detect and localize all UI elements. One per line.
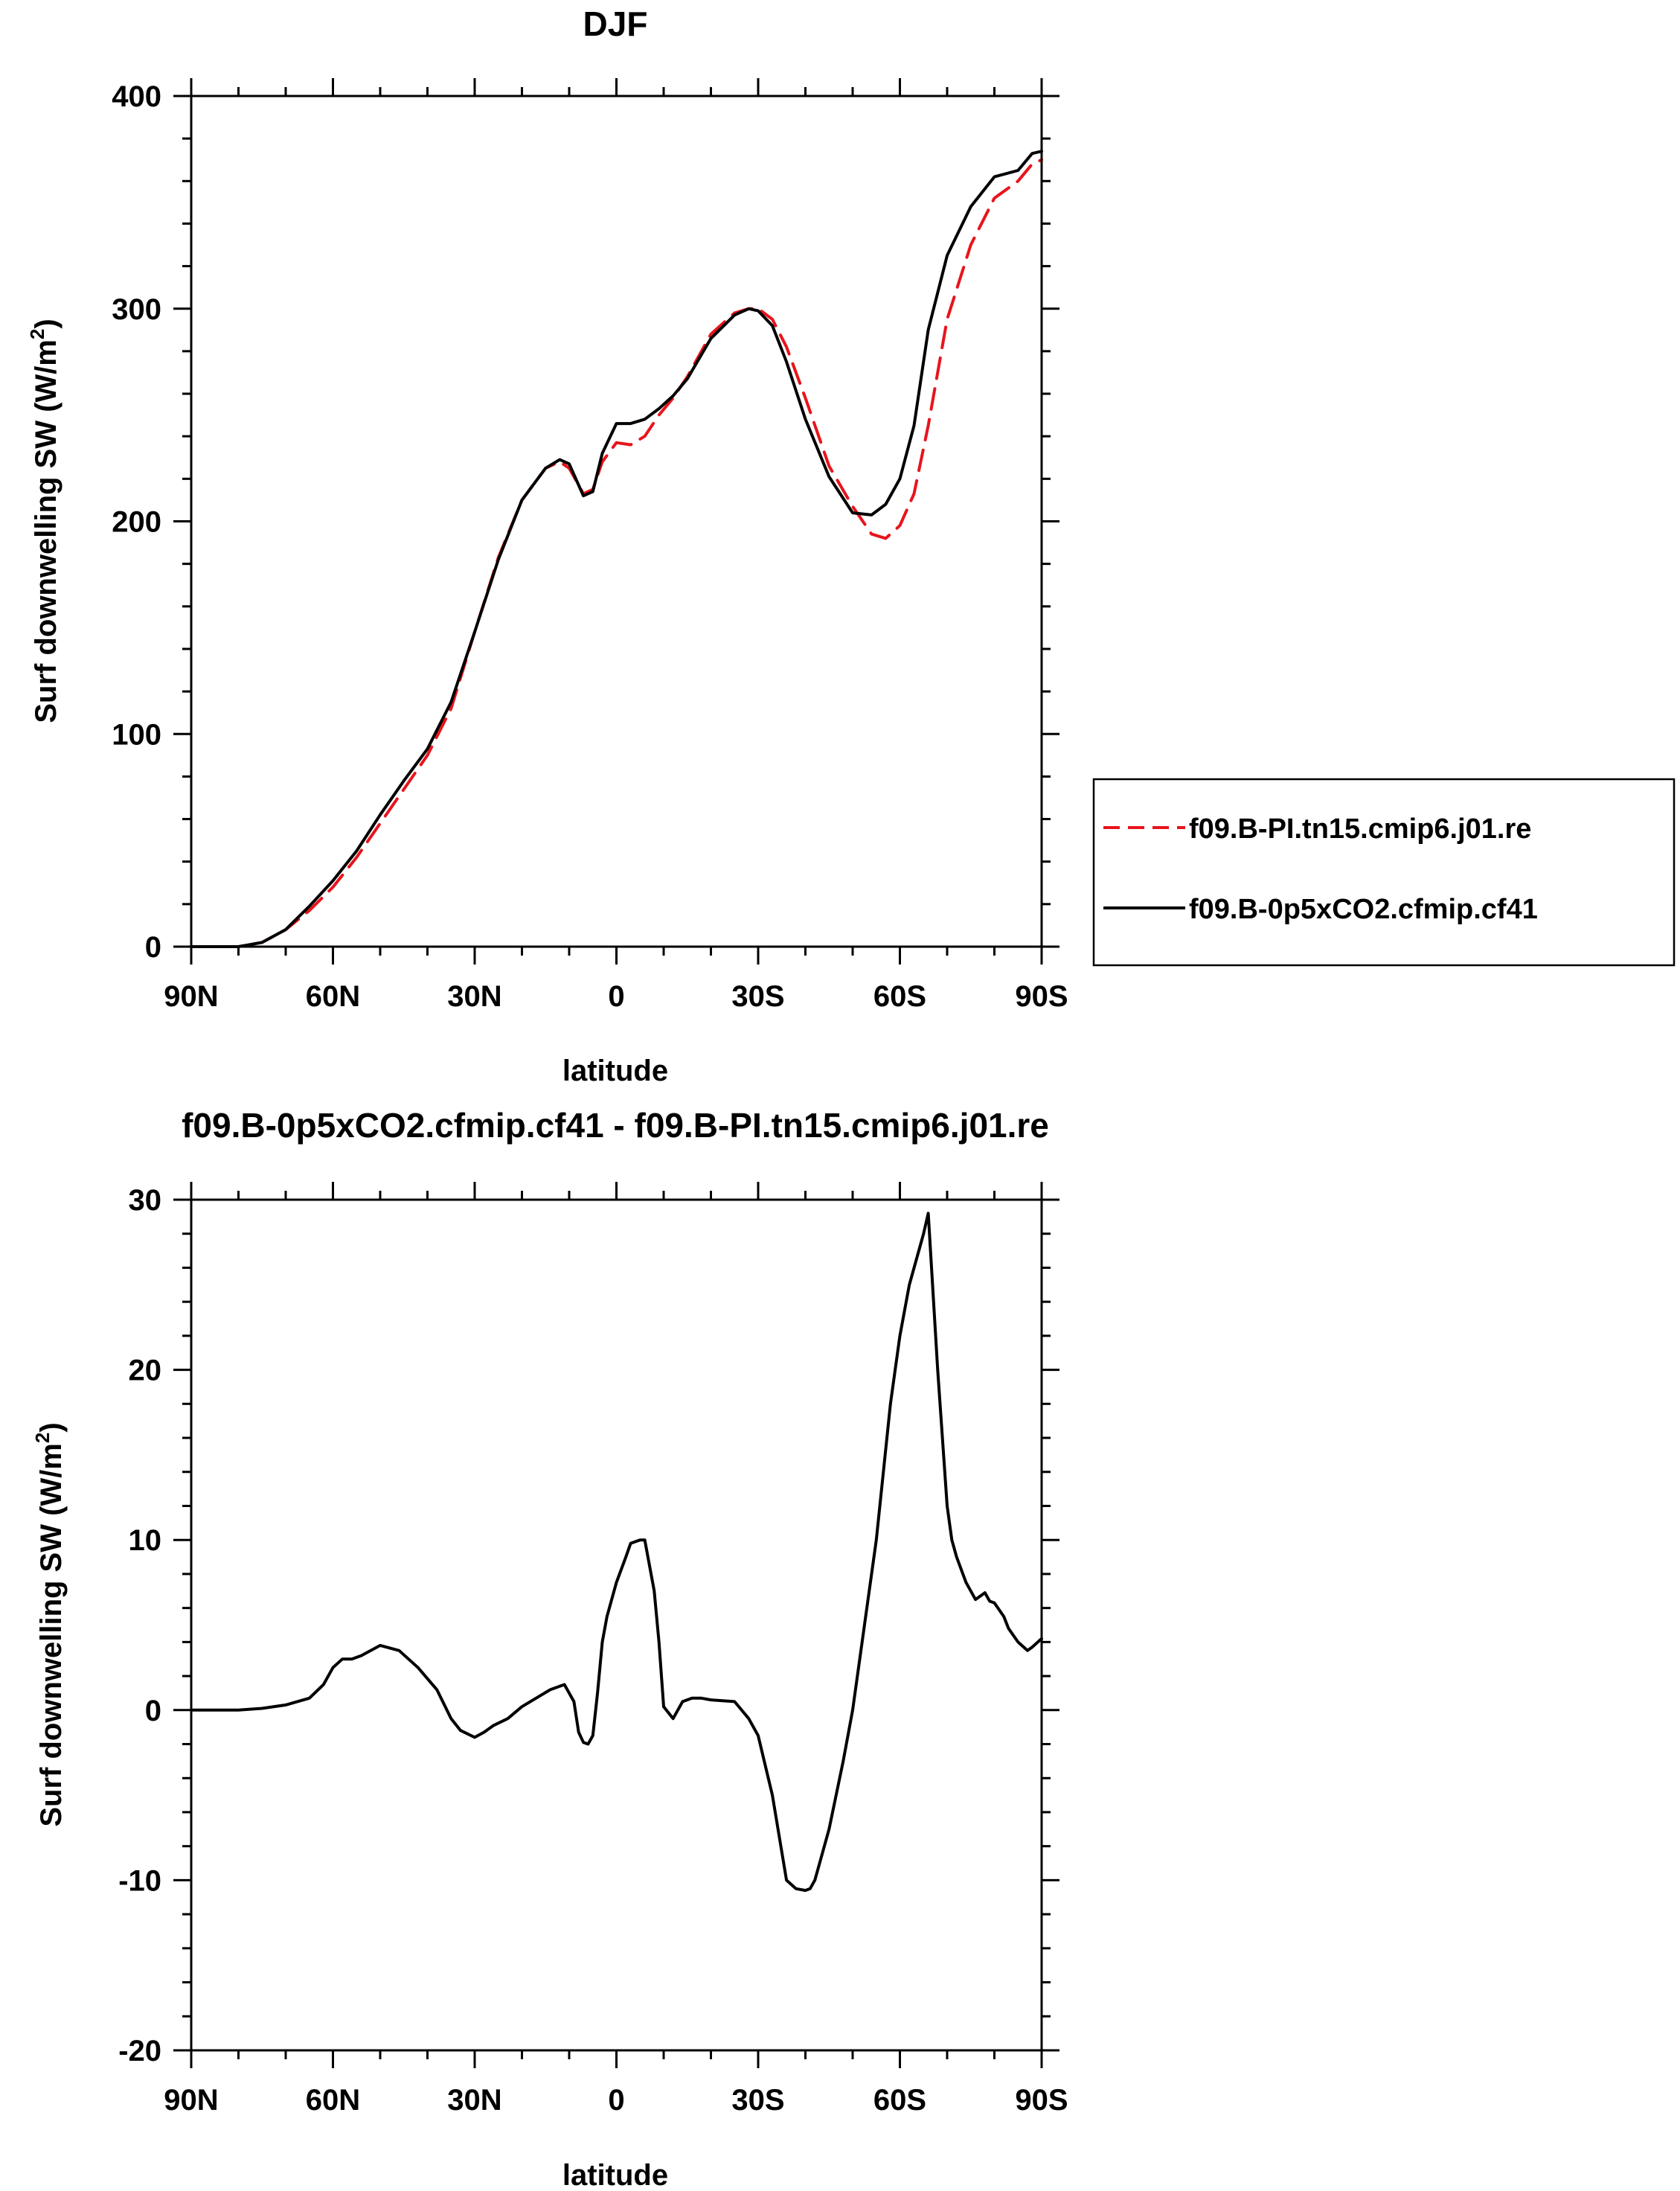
top-chart-y-axis-title: Surf downwelling SW (W/m2): [26, 319, 62, 723]
y-tick-label: 400: [112, 80, 161, 113]
top-chart-title: DJF: [583, 4, 648, 43]
y-tick-label: 0: [145, 931, 161, 964]
y-tick-label: 300: [112, 293, 161, 326]
top-chart-y-axis-title-suffix: ): [30, 319, 62, 328]
bottom-chart-frame: [190, 1198, 1043, 2052]
x-tick-label: 90N: [164, 2084, 218, 2117]
legend-label-pi: f09.B-PI.tn15.cmip6.j01.re: [1189, 813, 1531, 845]
x-tick-label: 90S: [1015, 980, 1068, 1013]
top-chart-x-tick-labels: 90N 60N 30N 0 30S 60S 90S: [164, 980, 1068, 1013]
top-chart-frame: [190, 95, 1043, 948]
bottom-chart-x-tick-labels: 90N 60N 30N 0 30S 60S 90S: [164, 2084, 1068, 2117]
legend: f09.B-PI.tn15.cmip6.j01.re f09.B-0p5xCO2…: [1092, 778, 1676, 967]
top-chart-ticks: [173, 78, 1059, 965]
x-tick-label: 60N: [306, 2084, 360, 2117]
top-chart-x-axis-title: latitude: [562, 1055, 668, 1087]
bottom-chart-y-axis-title-superscript: 2: [31, 1433, 54, 1443]
x-tick-label: 30N: [447, 980, 501, 1013]
top-chart-y-axis-title-main: Surf downwelling SW (W/m: [30, 339, 62, 723]
y-tick-label: 0: [145, 1695, 161, 1727]
bottom-chart-x-axis-title: latitude: [562, 2159, 668, 2191]
bottom-chart-y-tick-labels: -20 -10 0 10 20 30: [118, 1184, 161, 2067]
x-tick-label: 60S: [873, 980, 926, 1013]
x-tick-label: 30S: [731, 2084, 784, 2117]
top-chart: DJF 90N 60N 30N 0 30S 60S 90S 0 100 200 300 400 la…: [26, 4, 1676, 1087]
y-tick-label: 100: [112, 718, 161, 751]
y-tick-label: 10: [129, 1524, 162, 1557]
bottom-chart: f09.B-0p5xCO2.cfmip.cf41 - f09.B-PI.tn15…: [31, 1106, 1068, 2191]
legend-box: [1092, 778, 1676, 967]
series-line-b: [190, 150, 1043, 948]
legend-label-0p5xco2: f09.B-0p5xCO2.cfmip.cf41: [1189, 894, 1538, 925]
y-tick-label: -10: [118, 1864, 161, 1897]
top-chart-y-tick-labels: 0 100 200 300 400: [112, 80, 161, 964]
bottom-chart-y-axis-title-suffix: ): [35, 1422, 68, 1432]
x-tick-label: 60S: [873, 2084, 926, 2117]
y-tick-label: 30: [129, 1184, 162, 1217]
bottom-chart-ticks: [173, 1182, 1059, 2068]
top-chart-y-axis-title-superscript: 2: [26, 329, 48, 339]
top-chart-series: [190, 150, 1043, 948]
series-line-a: [190, 158, 1043, 948]
x-tick-label: 90N: [164, 980, 218, 1013]
x-tick-label: 0: [608, 2084, 624, 2117]
bottom-chart-title: f09.B-0p5xCO2.cfmip.cf41 - f09.B-PI.tn15…: [182, 1106, 1049, 1145]
y-tick-label: 200: [112, 506, 161, 539]
x-tick-label: 30N: [447, 2084, 501, 2117]
series-line-a: [190, 1212, 1043, 1893]
y-tick-label: 20: [129, 1354, 162, 1387]
x-tick-label: 90S: [1015, 2084, 1068, 2117]
x-tick-label: 60N: [306, 980, 360, 1013]
bottom-chart-y-axis-title: Surf downwelling SW (W/m2): [31, 1422, 68, 1826]
y-tick-label: -20: [118, 2035, 161, 2067]
x-tick-label: 30S: [731, 980, 784, 1013]
bottom-chart-series: [190, 1212, 1043, 1893]
x-tick-label: 0: [608, 980, 624, 1013]
bottom-chart-y-axis-title-main: Surf downwelling SW (W/m: [35, 1443, 68, 1827]
